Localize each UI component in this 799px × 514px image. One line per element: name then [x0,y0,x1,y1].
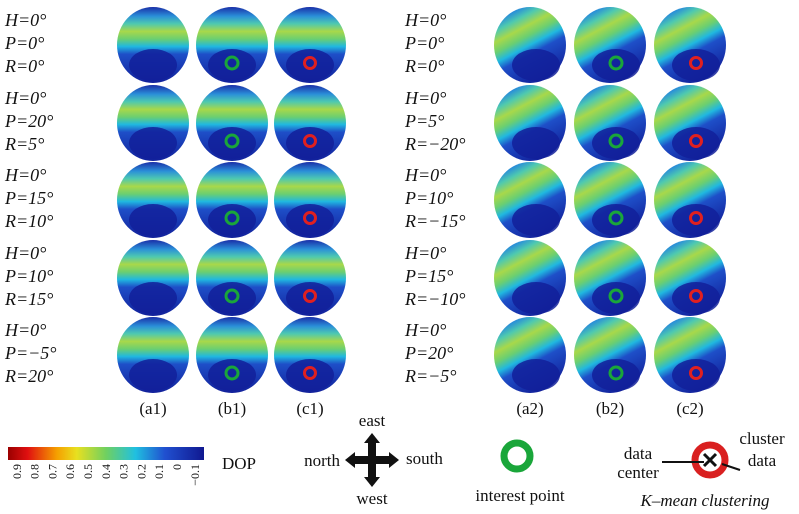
label-h: H=0° [404,320,446,340]
low-dop-region [208,49,256,81]
label-r: R=−10° [404,289,466,309]
low-dop-region [512,282,560,314]
label-r: R=−15° [404,211,466,231]
colorbar-tick: 0.7 [45,464,59,479]
colorbar [8,447,204,460]
low-dop-region [208,204,256,236]
low-dop-region [512,49,560,81]
label-h: H=0° [404,10,446,30]
colorbar-tick: 0.9 [10,464,24,479]
low-dop-region [129,127,177,159]
method-label: K–mean clustering [640,491,770,510]
colorbar-tick: 0.6 [63,464,77,479]
cluster-label: cluster [739,429,785,448]
low-dop-region [512,359,560,391]
label-p: P=20° [4,111,53,131]
low-dop-region [592,127,640,159]
column-label: (a2) [516,399,543,418]
colorbar-tick: 0.3 [117,464,131,479]
label-r: R=15° [4,289,53,309]
label-r: R=−5° [404,366,457,386]
column-label: (b2) [596,399,624,418]
colorbar-tick: 0 [170,464,184,470]
low-dop-region [592,204,640,236]
low-dop-region [129,359,177,391]
compass-arrows [345,433,399,487]
column-label: (b1) [218,399,246,418]
colorbar-tick: 0.8 [28,464,42,479]
label-h: H=0° [4,320,46,340]
compass-west: west [356,489,387,508]
label-r: R=5° [4,134,44,154]
compass-south: south [406,449,443,468]
label-h: H=0° [404,88,446,108]
low-dop-region [592,359,640,391]
low-dop-region [286,127,334,159]
label-h: H=0° [4,10,46,30]
column-label: (c2) [676,399,703,418]
low-dop-region [592,282,640,314]
colorbar-tick: 0.5 [81,464,95,479]
label-p: P=5° [404,111,444,131]
low-dop-region [672,204,720,236]
low-dop-region [286,204,334,236]
low-dop-region [286,282,334,314]
colorbar-label: DOP [222,454,256,473]
label-r: R=0° [4,56,44,76]
colorbar-tick: 0.2 [134,464,148,479]
low-dop-region [208,359,256,391]
low-dop-region [286,359,334,391]
interest-label: interest point [475,486,565,505]
label-p: P=0° [4,33,44,53]
low-dop-region [129,282,177,314]
colorbar-tick: 0.1 [152,464,166,479]
sky-maps: H=0° P=0° R=0° H=0° P=20° R=5° H=0° P=15° R=10° H… [4,7,726,418]
low-dop-region [672,49,720,81]
center-label: center [617,463,659,482]
label-p: P=15° [404,266,453,286]
low-dop-region [129,49,177,81]
label-p: P=10° [4,266,53,286]
low-dop-region [672,282,720,314]
label-h: H=0° [4,88,46,108]
figure: H=0° P=0° R=0° H=0° P=20° R=5° H=0° P=15° R=10° H… [0,0,799,514]
colorbar-tick: 0.4 [99,464,113,479]
label-r: R=20° [4,366,53,386]
low-dop-region [512,204,560,236]
low-dop-region [286,49,334,81]
label-r: R=0° [404,56,444,76]
label-r: R=10° [4,211,53,231]
low-dop-region [129,204,177,236]
label-h: H=0° [4,165,46,185]
cluster-data-label: data [748,451,777,470]
data-label: data [624,444,653,463]
label-h: H=0° [4,243,46,263]
colorbar-tick: −0.1 [188,464,202,486]
label-h: H=0° [404,165,446,185]
label-p: P=10° [404,188,453,208]
label-p: P=−5° [4,343,57,363]
low-dop-region [208,282,256,314]
low-dop-region [672,359,720,391]
compass-north: north [304,451,340,470]
column-label: (c1) [296,399,323,418]
label-h: H=0° [404,243,446,263]
low-dop-region [672,127,720,159]
cluster-center [704,454,716,466]
label-r: R=−20° [404,134,466,154]
low-dop-region [512,127,560,159]
low-dop-region [592,49,640,81]
label-p: P=20° [404,343,453,363]
interest-marker [504,443,530,469]
low-dop-region [208,127,256,159]
compass-east: east [359,411,386,430]
label-p: P=15° [4,188,53,208]
label-p: P=0° [404,33,444,53]
column-label: (a1) [139,399,166,418]
